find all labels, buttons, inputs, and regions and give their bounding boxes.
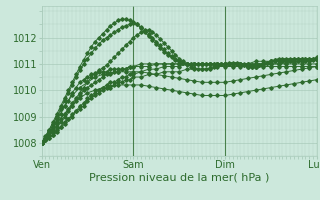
X-axis label: Pression niveau de la mer( hPa ): Pression niveau de la mer( hPa )	[89, 173, 269, 183]
